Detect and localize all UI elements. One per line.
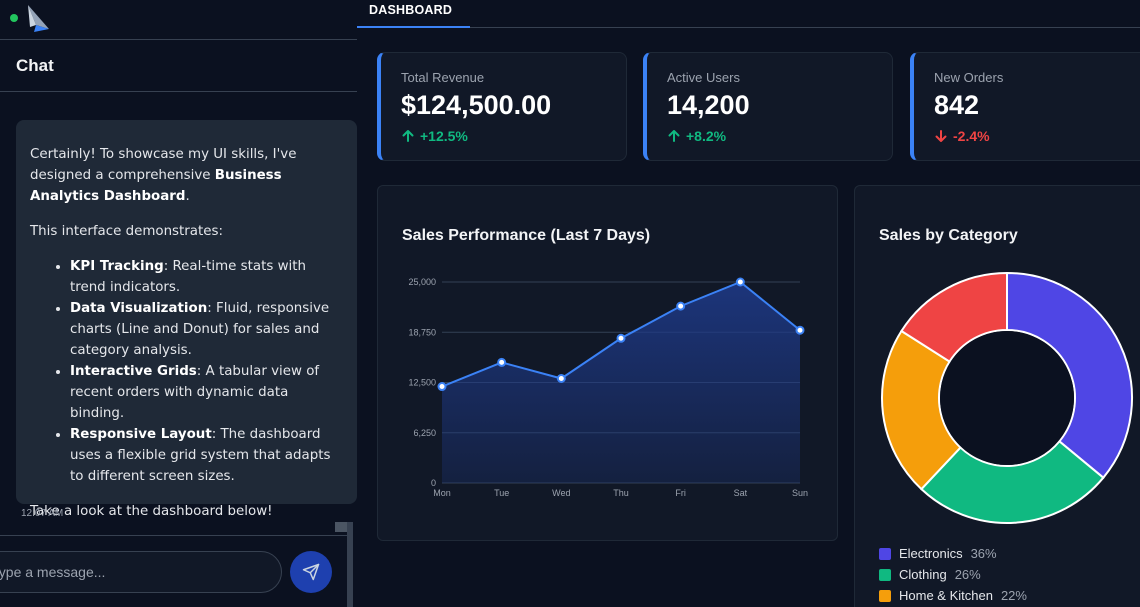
y-tick-label: 18,750 <box>408 327 436 337</box>
donut-slice-electronics <box>1006 271 1133 480</box>
chat-header: Chat <box>0 40 357 92</box>
scrollbar-track[interactable] <box>347 522 353 607</box>
send-icon <box>302 563 320 581</box>
chat-input-area <box>0 535 350 607</box>
legend-name: Clothing <box>899 567 947 582</box>
category-chart-title: Sales by Category <box>879 227 1018 244</box>
sales-by-category-panel: Sales by Category Electronics 36% Clothi… <box>854 185 1140 607</box>
data-point-fri <box>676 301 686 311</box>
kpi-value: 842 <box>934 90 980 120</box>
message-input[interactable] <box>0 551 282 593</box>
arrow-up-icon <box>402 130 414 142</box>
message-bullet: Responsive Layout: The dashboard uses a … <box>70 424 343 487</box>
bullet-bold: Interactive Grids <box>70 364 197 379</box>
message-bullet-list: KPI Tracking: Real-time stats with trend… <box>70 256 343 487</box>
data-point-mon <box>437 382 447 392</box>
x-tick-label: Fri <box>675 488 686 498</box>
bullet-text: : Fluid, responsive charts (Line and Don… <box>70 301 330 358</box>
sales-area-fill <box>442 282 800 483</box>
legend-item-clothing[interactable]: Clothing 26% <box>879 567 981 582</box>
kpi-trend: +8.2% <box>667 128 726 144</box>
x-tick-label: Mon <box>433 488 451 498</box>
kpi-trend-value: +12.5% <box>420 128 468 144</box>
legend-percent: 36% <box>970 546 997 561</box>
legend-name: Electronics <box>899 546 963 561</box>
kpi-card-total-revenue: Total Revenue $124,500.00 +12.5% <box>377 52 627 161</box>
legend-swatch <box>879 589 891 602</box>
donut-slice-clothing <box>920 439 1105 524</box>
tab-dashboard[interactable]: DASHBOARD <box>357 0 470 28</box>
y-tick-label: 0 <box>431 478 436 488</box>
legend-item-home-kitchen[interactable]: Home & Kitchen 22% <box>879 588 1027 603</box>
kpi-label: Active Users <box>667 70 740 85</box>
chat-panel: Chat Certainly! To showcase my UI skills… <box>0 0 357 607</box>
kpi-trend-value: -2.4% <box>953 128 990 144</box>
send-button[interactable] <box>290 551 332 593</box>
bullet-bold: KPI Tracking <box>70 259 164 274</box>
y-tick-label: 25,000 <box>408 277 436 287</box>
message-intro-text: Certainly! To showcase my UI skills, I'v… <box>30 147 297 183</box>
donut-slice-slice-3 <box>900 271 1008 363</box>
donut-slice-home-kitchen <box>881 329 962 491</box>
data-point-wed <box>556 373 566 383</box>
legend-item-electronics[interactable]: Electronics 36% <box>879 546 997 561</box>
kpi-card-active-users: Active Users 14,200 +8.2% <box>643 52 893 161</box>
kpi-trend-value: +8.2% <box>686 128 727 144</box>
kpi-value: $124,500.00 <box>401 90 552 120</box>
chat-title: Chat <box>16 56 54 75</box>
kpi-value: 14,200 <box>667 90 750 120</box>
kpi-label: Total Revenue <box>401 70 485 85</box>
message-intro-bold: Business Analytics Dashboard <box>30 168 282 204</box>
tab-dashboard-label: DASHBOARD <box>369 3 453 17</box>
tab-bar: DASHBOARD <box>357 0 1140 28</box>
y-tick-label: 12,500 <box>408 378 436 388</box>
message-timestamp: 12:07 AM <box>21 508 64 519</box>
legend-percent: 22% <box>1000 588 1027 603</box>
message-closing: Take a look at the dashboard below! <box>30 504 273 519</box>
chat-topbar <box>0 0 357 40</box>
category-donut-chart <box>881 271 1133 524</box>
x-tick-label: Sun <box>792 488 808 498</box>
kpi-trend: +12.5% <box>401 128 468 144</box>
donut-hole <box>940 331 1074 465</box>
dashboard: DASHBOARD Total Revenue $124,500.00 +12.… <box>357 0 1140 607</box>
bullet-bold: Data Visualization <box>70 301 208 316</box>
legend-percent: 26% <box>954 567 981 582</box>
message-bullet: Interactive Grids: A tabular view of rec… <box>70 361 343 424</box>
data-point-sun <box>795 325 805 335</box>
app-logo-icon <box>28 5 49 32</box>
message-bullet: KPI Tracking: Real-time stats with trend… <box>70 256 343 298</box>
data-point-tue <box>497 357 507 367</box>
data-point-sat <box>735 277 745 287</box>
sales-chart-title: Sales Performance (Last 7 Days) <box>402 227 651 244</box>
x-tick-label: Thu <box>613 488 629 498</box>
kpi-card-new-orders: New Orders 842 -2.4% <box>910 52 1140 161</box>
bullet-bold: Responsive Layout <box>70 427 212 442</box>
sales-line-chart: 0 6,250 12,500 18,750 25,000 Mon Tue Wed Thu Fri S… <box>408 277 808 498</box>
x-tick-label: Tue <box>494 488 509 498</box>
arrow-down-icon <box>935 130 947 142</box>
x-tick-label: Sat <box>734 488 748 498</box>
arrow-up-icon <box>668 130 680 142</box>
kpi-trend: -2.4% <box>934 128 990 144</box>
sales-performance-panel: Sales Performance (Last 7 Days) 0 6,250 12… <box>377 185 838 541</box>
scrollbar-thumb[interactable] <box>335 522 347 532</box>
legend-swatch <box>879 568 891 581</box>
message-demo-line: This interface demonstrates: <box>30 224 223 239</box>
legend-name: Home & Kitchen <box>899 588 993 603</box>
legend-swatch <box>879 547 891 560</box>
message-intro: Certainly! To showcase my UI skills, I'v… <box>30 144 343 207</box>
bullet-text: : Real-time stats with trend indicators. <box>70 259 307 295</box>
assistant-message-bubble: Certainly! To showcase my UI skills, I'v… <box>16 120 357 519</box>
online-status-dot <box>10 14 18 22</box>
y-tick-label: 6,250 <box>413 428 436 438</box>
data-point-thu <box>616 333 626 343</box>
x-tick-label: Wed <box>552 488 570 498</box>
bullet-text: : A tabular view of recent orders with d… <box>70 364 320 421</box>
message-intro-suffix: . <box>185 189 190 204</box>
message-bullet: Data Visualization: Fluid, responsive ch… <box>70 298 343 361</box>
kpi-label: New Orders <box>934 70 1004 85</box>
bullet-text: : The dashboard uses a flexible grid sys… <box>70 427 331 484</box>
